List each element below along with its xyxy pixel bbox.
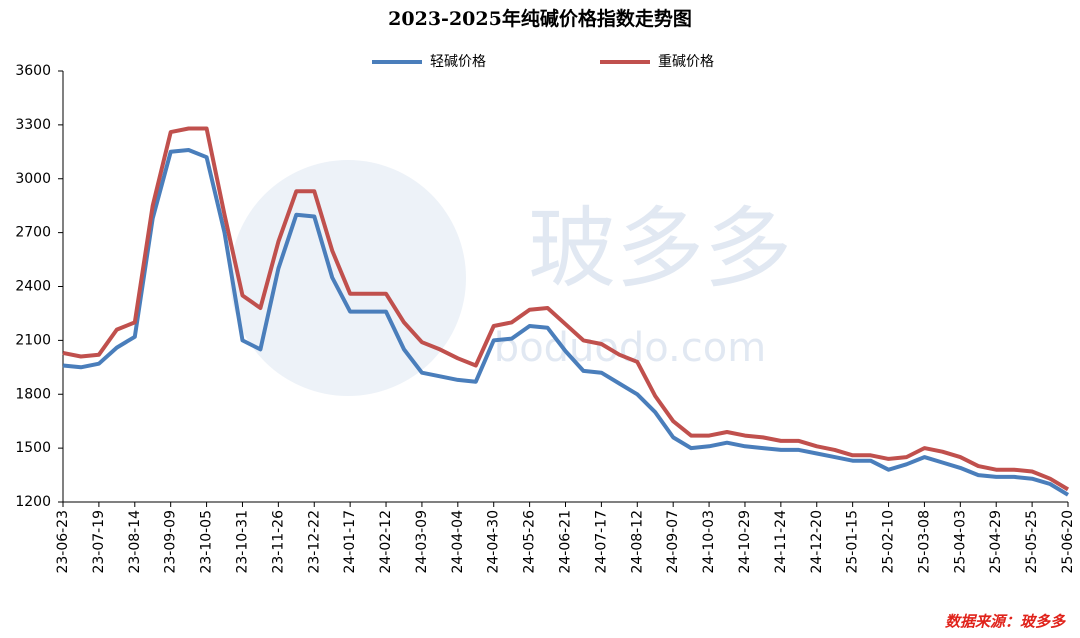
y-tick-label: 3000 xyxy=(15,171,51,187)
x-tick-label: 24-12-20 xyxy=(809,510,825,574)
y-tick-label: 2100 xyxy=(15,332,51,348)
line-series xyxy=(62,126,1070,492)
chart-title: 2023-2025年纯碱价格指数走势图 xyxy=(388,7,692,30)
x-tick-label: 24-01-17 xyxy=(342,510,358,574)
x-tick-label: 25-04-03 xyxy=(952,510,968,574)
watermark-logo xyxy=(230,160,466,396)
watermark-text: 玻多多 xyxy=(528,197,792,300)
y-tick-label: 1200 xyxy=(15,494,51,510)
y-tick-label: 2400 xyxy=(15,279,51,295)
y-tick-label: 2700 xyxy=(15,225,51,241)
y-tick-label: 3600 xyxy=(15,63,51,79)
x-tick-label: 24-05-26 xyxy=(522,510,538,574)
legend-label: 重碱价格 xyxy=(658,54,714,70)
x-tick-label: 24-04-30 xyxy=(486,510,502,574)
x-tick-label: 25-03-08 xyxy=(916,510,932,574)
x-tick-label: 25-04-29 xyxy=(988,510,1004,574)
x-tick-label: 25-02-10 xyxy=(881,510,897,574)
x-tick-label: 24-08-12 xyxy=(629,510,645,574)
x-tick-label: 23-12-22 xyxy=(306,510,322,574)
x-tick-label: 23-08-14 xyxy=(127,510,143,574)
y-tick-label: 1800 xyxy=(15,386,51,402)
x-tick-label: 23-10-31 xyxy=(234,510,250,574)
x-tick-label: 24-02-12 xyxy=(378,510,394,574)
x-tick-label: 25-06-20 xyxy=(1060,510,1076,574)
source-note: 数据来源：玻多多 xyxy=(945,613,1066,631)
x-tick-label: 23-10-05 xyxy=(199,510,215,574)
x-tick-label: 23-06-23 xyxy=(55,510,71,574)
y-tick-label: 3300 xyxy=(15,117,51,133)
x-tick-label: 23-07-19 xyxy=(91,510,107,574)
x-tick-label: 24-09-07 xyxy=(665,510,681,574)
x-tick-label: 24-04-04 xyxy=(450,510,466,574)
y-tick-label: 1500 xyxy=(15,440,51,456)
x-tick-label: 24-06-21 xyxy=(558,510,574,574)
x-tick-label: 24-11-24 xyxy=(773,510,789,574)
watermark-url: boduodo.com xyxy=(494,325,766,371)
x-tick-label: 24-07-17 xyxy=(593,510,609,574)
x-tick-label: 24-10-03 xyxy=(701,510,717,574)
x-tick-label: 23-09-09 xyxy=(163,510,179,574)
x-tick-label: 23-11-26 xyxy=(270,510,286,574)
x-tick-label: 24-03-09 xyxy=(414,510,430,574)
x-tick-label: 25-05-25 xyxy=(1024,510,1040,574)
line-series xyxy=(62,148,1070,497)
legend-label: 轻碱价格 xyxy=(430,54,486,70)
x-tick-label: 24-10-29 xyxy=(737,510,753,574)
x-tick-label: 25-01-15 xyxy=(845,510,861,574)
